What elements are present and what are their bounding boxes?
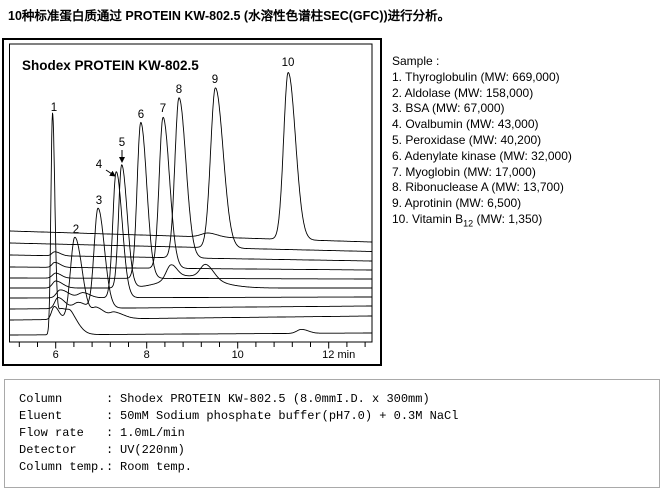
condition-label: Flow rate (19, 426, 84, 440)
x-axis-label: 6 (53, 349, 59, 361)
peak-label-7: 7 (160, 103, 166, 115)
condition-value: 1.0mL/min (120, 426, 185, 440)
peak-label-1: 1 (51, 102, 57, 114)
peak-label-9: 9 (212, 74, 218, 86)
condition-colon: : (106, 460, 114, 474)
condition-value: Shodex PROTEIN KW-802.5 (8.0mmI.D. x 300… (120, 392, 430, 406)
condition-label: Detector (19, 443, 77, 457)
sample-panel: Sample : 1. Thyroglobulin (MW: 669,000) 2… (392, 54, 664, 232)
x-axis-label: 8 (144, 349, 150, 361)
peak-label-10: 10 (282, 57, 295, 69)
conditions-box: Column: Shodex PROTEIN KW-802.5 (8.0mmI.D… (4, 379, 660, 488)
chart-outer-border (2, 38, 382, 366)
subscript: 12 (463, 218, 474, 229)
chromatogram-trace-5 (9, 164, 372, 289)
peak-label-5: 5 (119, 137, 125, 149)
sample-item: 5. Peroxidase (MW: 40,200) (392, 132, 542, 147)
condition-value: UV(220nm) (120, 443, 185, 457)
condition-row: Detector: UV(220nm) (19, 442, 659, 459)
page-title: 10种标准蛋白质通过 PROTEIN KW-802.5 (水溶性色谱柱SEC(G… (8, 9, 451, 23)
chromatogram-panel: 6 8 10 12 min Shodex PROTEIN KW-802.5 1 2 3 4 5 6 7… (2, 38, 382, 366)
chromatogram-trace-4 (9, 171, 372, 299)
sample-item: 8. Ribonuclease A (MW: 13,700) (392, 180, 564, 195)
sample-heading: Sample : (392, 54, 440, 68)
chromatogram-trace-9 (9, 87, 372, 252)
peak-label-2: 2 (73, 224, 79, 236)
peak-arrow-4 (105, 169, 116, 177)
chromatogram-trace-1 (9, 112, 372, 336)
sample-item: 7. Myoglobin (MW: 17,000) (392, 164, 536, 179)
condition-colon: : (106, 426, 114, 440)
condition-label: Eluent (19, 409, 63, 423)
peak-label-3: 3 (96, 195, 102, 207)
sample-item: 9. Aprotinin (MW: 6,500) (392, 196, 522, 211)
sample-item: 3. BSA (MW: 67,000) (392, 101, 505, 116)
condition-row: Column: Shodex PROTEIN KW-802.5 (8.0mmI.D… (19, 391, 659, 408)
peak-label-8: 8 (176, 84, 182, 96)
sample-item: 2. Aldolase (MW: 158,000) (392, 85, 534, 100)
condition-row: Eluent:50mM Sodium phosphate buffer(pH7.… (19, 408, 659, 425)
sample-item: 6. Adenylate kinase (MW: 32,000) (392, 148, 572, 163)
condition-label: Column (19, 392, 63, 406)
condition-colon: : (106, 392, 114, 406)
sample-item: 1. Thyroglobulin (MW: 669,000) (392, 69, 560, 84)
peak-label-4: 4 (96, 159, 103, 171)
peak-label-6: 6 (138, 109, 144, 121)
plot-frame (9, 43, 373, 343)
condition-colon: : (106, 409, 114, 423)
condition-row: Column temp.: Room temp. (19, 459, 659, 476)
sample-list: 1. Thyroglobulin (MW: 669,000) 2. Aldolas… (392, 70, 664, 232)
chromatogram-trace-3 (9, 207, 372, 310)
condition-colon: : (106, 443, 114, 457)
condition-value: Room temp. (120, 460, 193, 474)
x-axis-label: 10 (232, 349, 244, 361)
condition-value: 50mM Sodium phosphate buffer(pH7.0) + 0.… (120, 409, 459, 423)
condition-row: Flow rate:1.0mL/min (19, 425, 659, 442)
condition-label: Column temp. (19, 460, 106, 474)
chromatogram-trace-8 (9, 97, 372, 262)
x-axis-label: 12 min (322, 349, 355, 361)
sample-item: 10. Vitamin B12 (MW: 1,350) (392, 211, 543, 229)
chromatogram-trace-7 (9, 116, 372, 271)
chromatogram-svg: 6 8 10 12 min Shodex PROTEIN KW-802.5 1 2 3 4 5 6 7… (2, 38, 382, 366)
chromatogram-trace-10 (9, 72, 372, 243)
chart-title: Shodex PROTEIN KW-802.5 (22, 58, 199, 73)
chromatogram-trace-2 (9, 236, 372, 321)
sample-item: 4. Ovalbumin (MW: 43,000) (392, 117, 539, 132)
